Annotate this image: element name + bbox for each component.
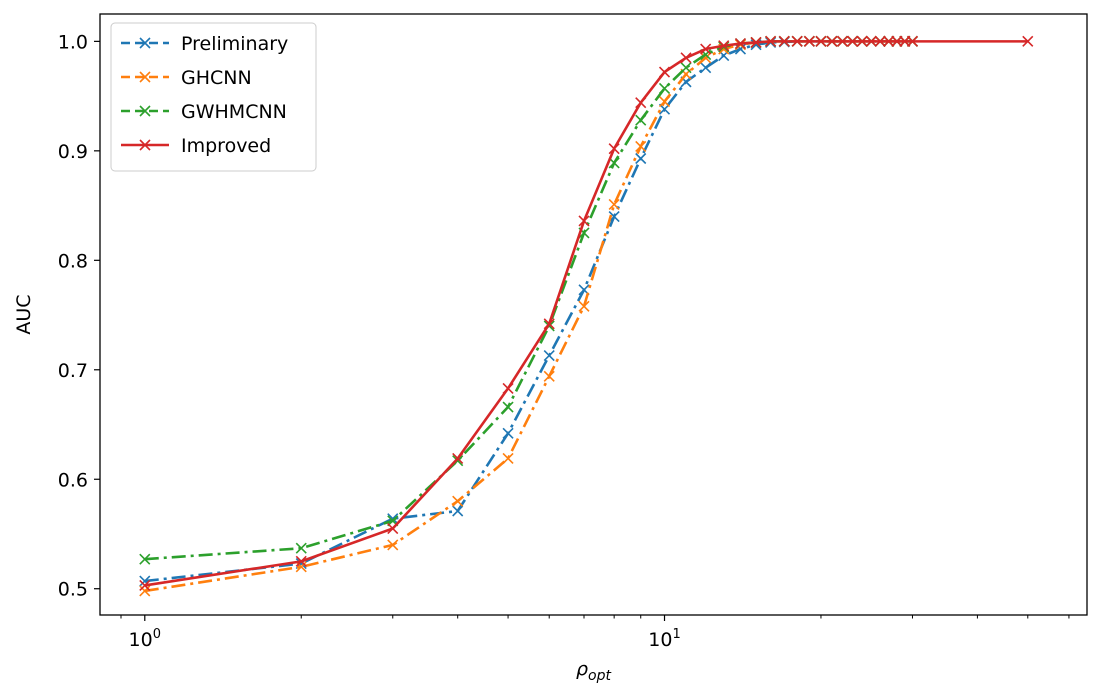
legend-item: Improved [121, 135, 271, 157]
data-point [700, 43, 712, 55]
data-point [139, 585, 151, 597]
data-point [765, 35, 777, 47]
data-point [891, 35, 903, 47]
plot-marks [139, 35, 1034, 597]
series-improved [139, 35, 1034, 592]
legend-label: Improved [181, 135, 271, 157]
data-point [452, 505, 464, 517]
data-point [387, 539, 399, 551]
data-point [635, 140, 647, 153]
data-point [543, 370, 555, 382]
plot-frame [99, 13, 1088, 616]
legend-marker [139, 37, 151, 49]
data-point [658, 66, 671, 78]
legend-label: Preliminary [181, 33, 288, 55]
data-point [502, 427, 514, 439]
y-tick-label: 1.0 [58, 31, 88, 53]
legend-label: GWHMCNN [181, 101, 287, 123]
x-tick-label: 101 [648, 627, 680, 651]
data-point [635, 114, 647, 126]
data-point [718, 40, 730, 52]
data-point [502, 452, 514, 465]
data-point [700, 52, 712, 64]
data-point [874, 35, 886, 47]
data-point [139, 553, 151, 565]
legend: Preliminary GHCNN GWHMCNN Improved [110, 22, 317, 172]
y-tick-label: 0.7 [58, 360, 88, 382]
y-tick-label: 0.9 [58, 141, 88, 163]
data-point [578, 215, 590, 227]
legend-item: GHCNN [121, 67, 252, 89]
data-point [846, 35, 859, 47]
legend-marker [139, 105, 151, 117]
data-point [387, 522, 399, 535]
data-point [680, 62, 692, 74]
y-tick-label: 0.5 [58, 579, 88, 601]
y-tick-label: 0.8 [58, 250, 88, 272]
data-point [1022, 35, 1034, 47]
legend-item: GWHMCNN [121, 101, 287, 123]
data-point [452, 452, 464, 465]
data-point [502, 401, 514, 413]
data-point [856, 35, 868, 47]
data-point [608, 198, 620, 211]
data-point [658, 96, 671, 108]
data-point [295, 555, 307, 567]
data-point [452, 495, 464, 507]
y-axis-label: AUC [13, 294, 35, 334]
x-axis-label: ρopt [576, 658, 612, 684]
data-point [791, 35, 803, 47]
data-point [734, 43, 747, 55]
data-point [803, 35, 815, 47]
data-point [658, 82, 671, 95]
data-point [906, 35, 919, 47]
x-axis-label-base: ρ [576, 658, 588, 680]
data-point [826, 35, 838, 47]
legend-item: Preliminary [121, 33, 288, 55]
data-point [295, 561, 307, 573]
data-point [543, 349, 555, 362]
legend-marker [139, 71, 151, 83]
data-point [815, 35, 827, 47]
data-point [452, 455, 464, 467]
x-axis-label-subscript: opt [588, 668, 611, 684]
data-point [502, 382, 514, 394]
x-tick-label: 100 [129, 627, 161, 651]
data-point [635, 97, 647, 109]
legend-box [110, 22, 317, 172]
data-point [139, 579, 151, 592]
legend-label: GHCNN [181, 67, 252, 89]
data-point [865, 35, 877, 47]
data-point [608, 143, 620, 155]
data-point [883, 35, 895, 47]
data-point [578, 300, 590, 312]
data-point [680, 52, 692, 64]
data-point [750, 36, 762, 49]
data-point [635, 152, 647, 165]
data-point [836, 35, 849, 47]
y-tick-label: 0.6 [58, 469, 88, 491]
data-point [734, 37, 747, 50]
data-point [543, 318, 555, 330]
axis-ticks: 0.5 0.6 0.7 0.8 0.9 1.0 100 101 [58, 31, 1070, 651]
data-point [778, 35, 790, 47]
data-point [295, 542, 307, 554]
data-point [700, 62, 712, 74]
legend-marker [139, 139, 151, 151]
